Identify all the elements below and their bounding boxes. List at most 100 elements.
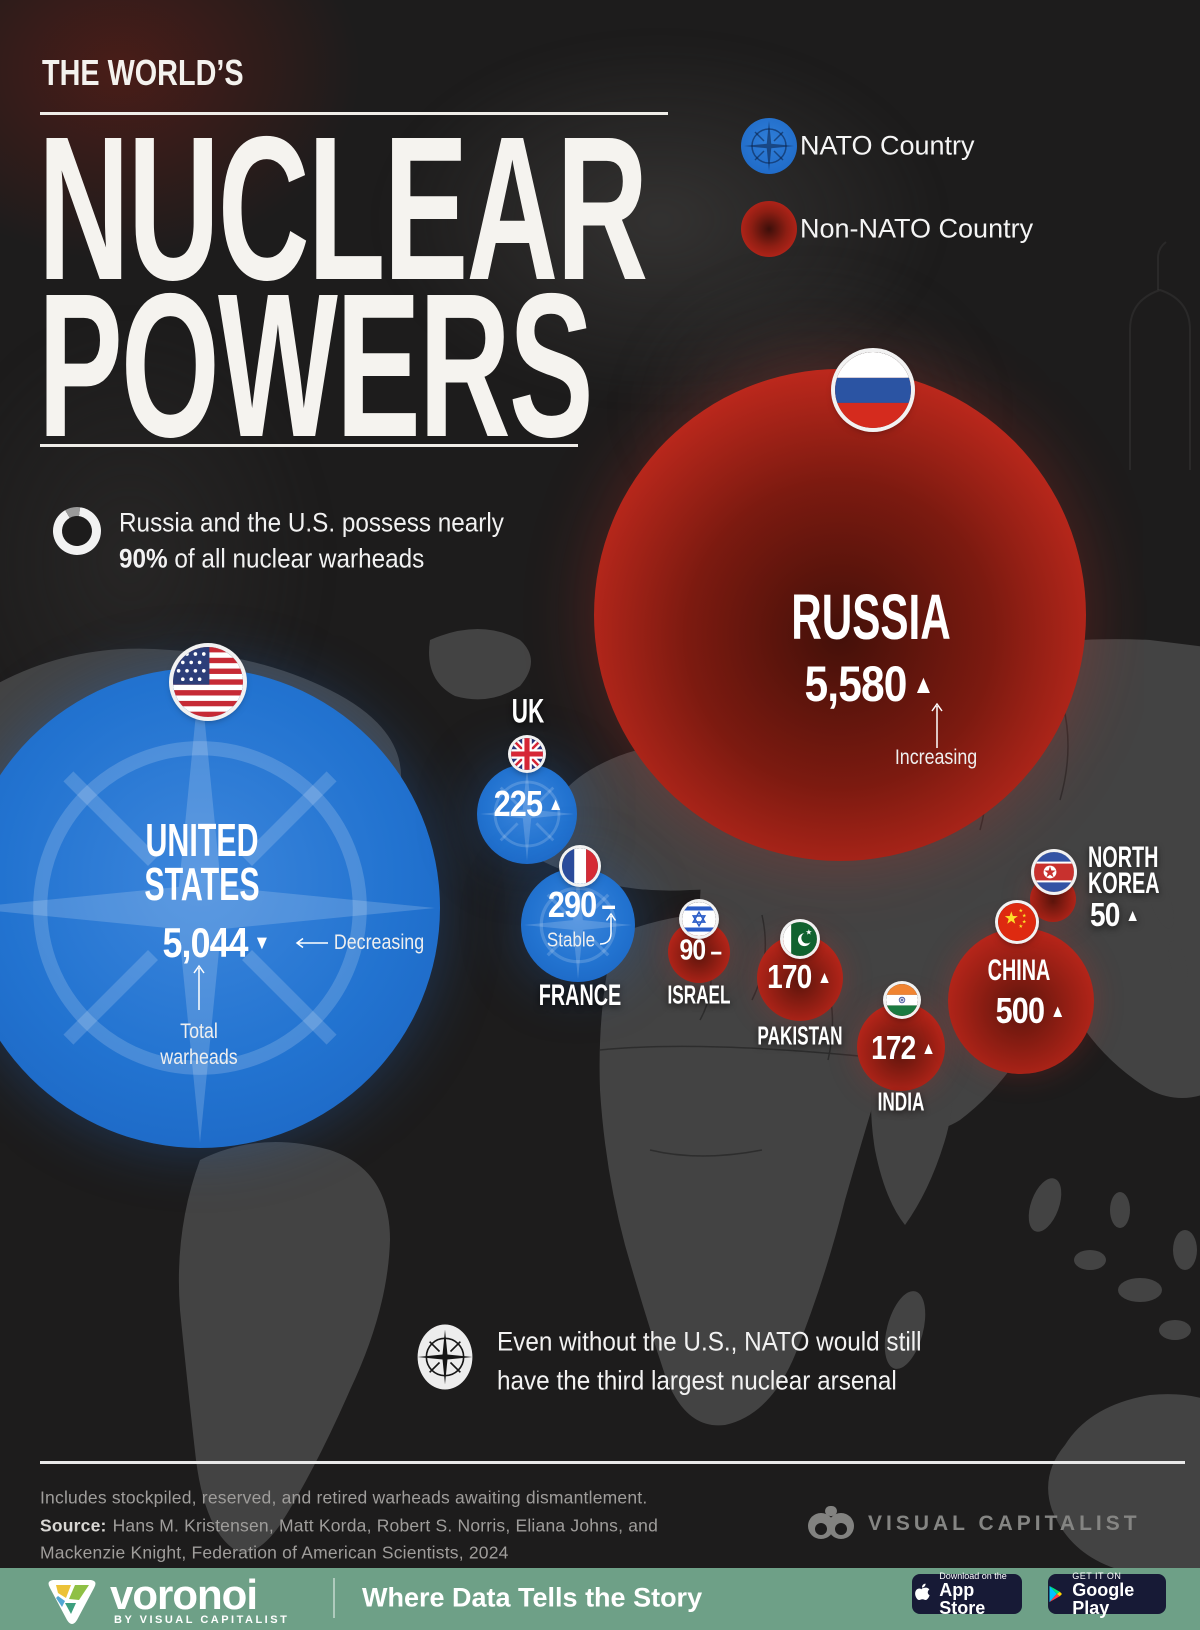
israel-name: ISRAEL: [667, 979, 731, 1010]
background-glow-topleft: [0, 0, 360, 260]
pakistan-value-row: 170 ▲: [767, 958, 831, 996]
footer-divider: [40, 1461, 1185, 1464]
china-value: 500: [995, 990, 1045, 1031]
trend-up-icon: ▲: [921, 1038, 935, 1058]
flag-north-korea: [1034, 852, 1074, 892]
trend-up-icon: ▲: [1125, 905, 1139, 925]
google-play-small-text: GET IT ON: [1072, 1571, 1122, 1581]
bottom-bar-tagline: Where Data Tells the Story: [362, 1582, 703, 1613]
israel-value-row: 90 ▬: [679, 934, 721, 968]
share-callout-line1: Russia and the U.S. possess nearly: [119, 507, 504, 538]
north-korea-name-line2: KOREA: [1088, 867, 1160, 900]
nato-callout-line1: Even without the U.S., NATO would still: [497, 1326, 922, 1357]
footer-source-text1: Hans M. Kristensen, Matt Korda, Robert S…: [112, 1515, 659, 1536]
footer-source-line2: Mackenzie Knight, Federation of American…: [40, 1542, 509, 1563]
main-title-line1: NUCLEAR: [38, 94, 648, 323]
trend-stable-icon: ▬: [711, 945, 721, 957]
flag-united-states: [173, 647, 243, 717]
legend-nato-label: NATO Country: [800, 130, 975, 161]
russia-value-row: 5,580 ▲: [804, 655, 935, 713]
france-name: FRANCE: [538, 979, 622, 1012]
total-warheads-label-line1: Total: [180, 1020, 218, 1043]
trend-up-icon: ▲: [1050, 1001, 1065, 1021]
share-callout-line2: 90% of all nuclear warheads: [119, 544, 424, 575]
footer-note: Includes stockpiled, reserved, and retir…: [40, 1487, 648, 1508]
decreasing-arrow-icon: [295, 937, 328, 949]
north-korea-name-line1: NORTH: [1088, 841, 1159, 874]
uk-value-row: 225 ▲: [493, 783, 564, 825]
title-rule-bottom: [40, 444, 578, 447]
voronoi-sub-wordmark: BY VISUAL CAPITALIST: [114, 1614, 290, 1626]
china-name: CHINA: [987, 954, 1051, 987]
us-value: 5,044: [162, 919, 248, 966]
bottom-bar-divider: [333, 1578, 335, 1618]
app-store-small-text: Download on the: [939, 1571, 1007, 1581]
india-name: INDIA: [877, 1086, 925, 1117]
nato-emblem-icon: [417, 1324, 473, 1390]
flag-france: [562, 848, 598, 884]
us-trend-note: Decreasing: [333, 931, 425, 954]
flag-russia: [835, 352, 911, 428]
app-store-badge[interactable]: Download on the App Store: [912, 1571, 1022, 1618]
pakistan-value: 170: [767, 958, 812, 995]
north-korea-value: 50: [1090, 896, 1120, 933]
share-percent: 90%: [119, 543, 168, 574]
france-value-row: 290 ▬: [547, 884, 615, 926]
bubble-china: [948, 928, 1094, 1074]
voronoi-wordmark: voronoi: [110, 1571, 258, 1618]
legend-non-nato-label: Non-NATO Country: [800, 213, 1034, 244]
trend-up-icon: ▲: [548, 794, 563, 814]
total-warheads-label-line2: warheads: [160, 1046, 238, 1069]
trend-stable-icon: ▬: [602, 898, 615, 912]
footer-source-line1: Source: Hans M. Kristensen, Matt Korda, …: [40, 1516, 658, 1537]
flag-india: [886, 984, 918, 1016]
north-korea-value-row: 50 ▲: [1090, 896, 1140, 934]
increasing-arrow-icon: [931, 702, 943, 748]
bottom-bar: voronoi BY VISUAL CAPITALIST Where Data …: [0, 1568, 1200, 1630]
footer-source-label: Source:: [40, 1515, 107, 1536]
apple-icon: [915, 1583, 930, 1601]
app-store-big-text: App Store: [939, 1580, 986, 1618]
flag-pakistan: [783, 922, 817, 956]
nato-callout-line2: have the third largest nuclear arsenal: [497, 1365, 897, 1396]
trend-up-icon: ▲: [817, 967, 831, 987]
bubble-russia: [594, 369, 1086, 861]
israel-value: 90: [679, 934, 706, 967]
india-value: 172: [871, 1029, 916, 1066]
us-value-row: 5,044 ▼: [162, 919, 271, 967]
pakistan-name: PAKISTAN: [757, 1020, 843, 1051]
google-play-badge[interactable]: GET IT ON Google Play: [1048, 1571, 1166, 1618]
india-value-row: 172 ▲: [871, 1029, 935, 1067]
bubble-united-states: [0, 668, 440, 1148]
bubble-france: [521, 868, 635, 982]
russia-name: RUSSIA: [791, 581, 951, 653]
us-name-line1: UNITED: [145, 814, 259, 866]
visual-capitalist-wordmark: VISUAL CAPITALIST: [868, 1512, 1141, 1535]
nato-compass-icon: [744, 121, 794, 171]
legend-non-nato-bubble: [741, 201, 797, 257]
russia-trend-note: Increasing: [894, 746, 978, 769]
stable-arrow-icon: [599, 912, 617, 945]
russia-value: 5,580: [804, 656, 907, 712]
share-callout-line2-rest: of all nuclear warheads: [174, 543, 425, 574]
legend-nato-bubble: [741, 118, 797, 174]
kicker-title: THE WORLD’S: [42, 52, 244, 93]
flag-uk: [511, 738, 543, 770]
total-warheads-arrow-icon: [193, 964, 205, 1010]
china-value-row: 500 ▲: [995, 990, 1066, 1032]
uk-value: 225: [493, 783, 543, 824]
flag-china: [998, 903, 1036, 941]
france-value: 290: [547, 884, 597, 925]
bubble-india: [857, 1003, 945, 1091]
trend-up-icon: ▲: [912, 669, 935, 699]
google-play-big-text: Google Play: [1072, 1580, 1135, 1618]
main-title-line2: POWERS: [38, 251, 594, 480]
flag-israel: [682, 902, 716, 936]
bubble-uk: [477, 764, 577, 864]
trend-down-icon: ▼: [253, 932, 271, 954]
google-play-icon: [1049, 1585, 1063, 1603]
visual-capitalist-icon: [808, 1506, 854, 1539]
france-trend-note: Stable: [546, 929, 596, 952]
background-smoke-1: [380, 40, 940, 400]
